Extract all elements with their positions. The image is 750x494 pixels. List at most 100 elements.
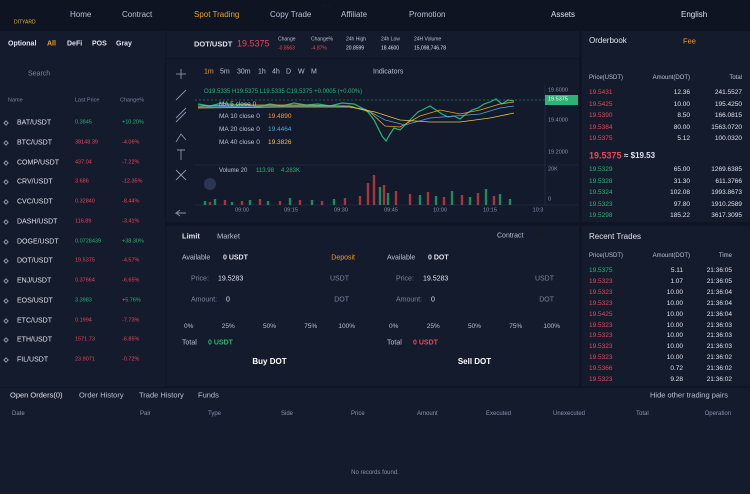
- ask-amount: 8.50: [677, 111, 690, 119]
- interval[interactable]: 4h: [272, 68, 280, 76]
- ask-price: 19.5431: [589, 88, 613, 96]
- pair-name[interactable]: FIL/USDT: [17, 356, 49, 364]
- nav-item[interactable]: Home: [70, 10, 92, 19]
- pair-name[interactable]: EOS/USDT: [17, 297, 53, 305]
- orders-tab[interactable]: Open Orders(0): [10, 390, 63, 400]
- contract-label: Contract: [497, 232, 524, 240]
- bid-price: 19.5328: [589, 177, 613, 185]
- column-header: Price(USDT): [589, 253, 623, 259]
- stat-value: 18.4600: [381, 45, 400, 52]
- change: -12.35%: [122, 178, 143, 185]
- ohlc-legend: O19.5335 H19.5375 L19.5335 C19.5375 +0.0…: [204, 89, 363, 95]
- pair-name[interactable]: BAT/USDT: [17, 119, 52, 127]
- pair-name[interactable]: CVC/USDT: [17, 198, 53, 206]
- column-header: Change%: [120, 97, 145, 104]
- trade-tab[interactable]: Market: [217, 231, 240, 241]
- button-label[interactable]: Buy DOT: [252, 357, 287, 366]
- market-tab[interactable]: All: [47, 40, 56, 48]
- last-price: 0.0728439: [75, 237, 101, 244]
- ask-price: 19.5375: [589, 135, 613, 143]
- pair-name[interactable]: DOT/USDT: [17, 257, 53, 265]
- pair-name[interactable]: DASH/USDT: [17, 218, 58, 226]
- slider-step: 50%: [467, 322, 482, 330]
- interval[interactable]: M: [311, 68, 317, 76]
- input-label: Price:: [396, 275, 414, 283]
- last-price: 23.9071: [75, 356, 95, 363]
- slider-step: 25%: [221, 322, 235, 330]
- trade-tab[interactable]: Limit: [182, 231, 200, 241]
- market-tab[interactable]: Gray: [116, 40, 132, 48]
- deposit-link[interactable]: Deposit: [331, 254, 355, 262]
- bid-amount: 65.00: [673, 165, 690, 173]
- interval[interactable]: 30m: [237, 68, 251, 76]
- assets-menu[interactable]: Assets: [551, 10, 576, 19]
- slider-step: 25%: [426, 322, 440, 330]
- price-axis-label: 19.4000: [548, 117, 568, 124]
- interval[interactable]: 1m: [204, 68, 214, 76]
- slider-step: 75%: [509, 322, 523, 330]
- column-header: Type: [208, 411, 222, 417]
- stat-label: Change: [278, 36, 296, 43]
- slider-step: 75%: [304, 322, 318, 330]
- change: -7.73%: [122, 316, 140, 323]
- interval[interactable]: D: [286, 68, 292, 76]
- interval[interactable]: 5m: [220, 68, 230, 76]
- pair-name[interactable]: CRV/USDT: [17, 178, 53, 186]
- nav-item[interactable]: Affiliate: [341, 10, 368, 19]
- nav-item[interactable]: Contract: [122, 10, 153, 19]
- volume-bars: [203, 187, 512, 205]
- market-tab[interactable]: DeFi: [67, 40, 83, 48]
- pair-name[interactable]: DOGE/USDT: [17, 238, 59, 245]
- ma-label: MA 10 close 0: [219, 112, 260, 120]
- slider-step: 0%: [184, 322, 194, 330]
- ask-price: 19.5425: [589, 100, 613, 108]
- nav-item[interactable]: Copy Trade: [270, 10, 312, 19]
- pair-name[interactable]: COMP/USDT: [17, 159, 59, 166]
- pair-name[interactable]: BTC/USDT: [17, 139, 52, 147]
- orders-tab[interactable]: Order History: [79, 390, 124, 400]
- change: -0.72%: [122, 356, 140, 363]
- last-price: 3.686: [75, 178, 89, 185]
- interval[interactable]: 1h: [258, 68, 266, 76]
- available-value: 0 USDT: [223, 254, 248, 262]
- volume-label: Volume 20: [219, 168, 248, 174]
- pair-name[interactable]: ETH/USDT: [17, 336, 52, 344]
- bid-total: 1993.8673: [711, 188, 742, 196]
- input-label: Price:: [191, 275, 209, 283]
- interval[interactable]: W: [298, 68, 305, 76]
- market-tab[interactable]: POS: [92, 40, 107, 48]
- nav-item[interactable]: Promotion: [409, 10, 446, 19]
- ma-label: MA 40 close 0: [219, 138, 260, 146]
- time-axis-label: 10:00: [433, 207, 447, 214]
- volume-toggle[interactable]: [204, 178, 216, 190]
- total-label: Total: [182, 339, 197, 347]
- hide-pairs-label: Hide other trading pairs: [650, 390, 728, 400]
- slider-step: 100%: [543, 322, 560, 330]
- change: -4.06%: [122, 139, 140, 145]
- indicators-button[interactable]: Indicators: [373, 68, 404, 76]
- volume-value: 4.283K: [281, 168, 301, 174]
- orders-tab[interactable]: Trade History: [139, 390, 184, 400]
- trade-price: 19.5323: [589, 277, 613, 285]
- nav-item[interactable]: Spot Trading: [194, 10, 240, 19]
- ask-price: 19.5390: [589, 111, 613, 119]
- column-header: Last Price: [75, 97, 100, 104]
- ask-total: 100.0320: [714, 135, 742, 143]
- last-price-tag-label: 19.5375: [548, 96, 568, 103]
- ask-total: 241.5527: [714, 88, 742, 96]
- last-price: 437.04: [75, 158, 92, 165]
- column-header: Amount(DOT): [652, 75, 690, 81]
- input-unit: DOT: [334, 296, 349, 304]
- available-value: 0 DOT: [428, 254, 449, 262]
- market-tab[interactable]: Optional: [8, 40, 37, 48]
- fee-link[interactable]: Fee: [683, 36, 696, 46]
- button-label[interactable]: Sell DOT: [457, 357, 492, 366]
- language-menu[interactable]: English: [681, 10, 708, 19]
- orders-tab[interactable]: Funds: [198, 390, 219, 400]
- pair-name[interactable]: ENJ/USDT: [17, 277, 52, 285]
- pair-name[interactable]: ETC/USDT: [17, 317, 52, 324]
- input-unit: USDT: [534, 275, 554, 283]
- column-header: Price(USDT): [589, 75, 623, 81]
- column-header: Amount: [417, 411, 438, 417]
- bid-price: 19.5323: [589, 200, 613, 208]
